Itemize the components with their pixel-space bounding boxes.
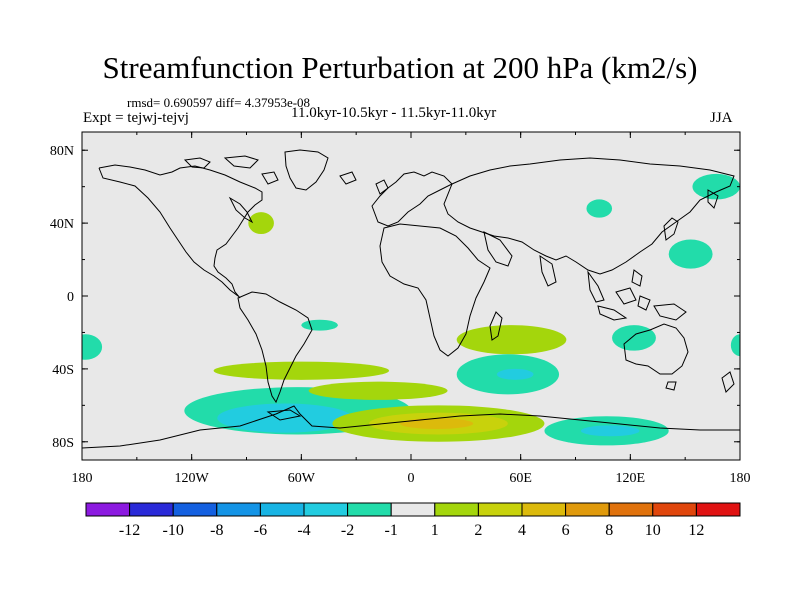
anomaly-region: [586, 199, 613, 218]
colorbar-label: -12: [119, 522, 140, 539]
season-label: JJA: [710, 110, 733, 126]
colorbar-swatch: [434, 502, 479, 517]
lat-tick-label: 0: [67, 290, 74, 305]
colorbar-label: -8: [210, 522, 223, 539]
lon-tick-label: 0: [408, 471, 415, 486]
anomaly-region: [692, 173, 740, 200]
colorbar-label: -2: [341, 522, 354, 539]
stats-line: rmsd= 0.690597 diff= 4.37953e-08: [127, 95, 311, 110]
colorbar-swatch: [521, 502, 567, 517]
colorbar-swatch: [172, 502, 218, 517]
anomaly-region: [730, 334, 740, 357]
colorbar-label: 4: [518, 522, 526, 539]
lon-tick-label: 180: [72, 471, 93, 486]
anomaly-region: [496, 368, 534, 380]
colorbar-swatch: [303, 502, 349, 517]
anomaly-region: [400, 418, 474, 430]
colorbar-label: -10: [163, 522, 184, 539]
colorbar-label: -4: [297, 522, 310, 539]
anomaly-region: [456, 325, 567, 355]
anomaly-region: [612, 325, 656, 351]
anomaly-region: [213, 361, 390, 380]
anomaly-region: [580, 425, 640, 437]
lon-tick-label: 60W: [288, 471, 316, 486]
colorbar-swatch: [390, 502, 436, 517]
colorbar-label: 6: [562, 522, 570, 539]
experiment-line: Expt = tejwj-tejvj: [83, 110, 189, 126]
colorbar-swatch: [565, 502, 610, 517]
lat-tick-label: 80S: [52, 436, 74, 451]
colorbar-swatch: [608, 502, 654, 517]
colorbar-swatch: [259, 502, 305, 517]
anomaly-region: [308, 381, 448, 400]
anomaly-region: [668, 239, 713, 269]
lon-tick-label: 60E: [509, 471, 532, 486]
colorbar-swatch: [129, 502, 174, 517]
colorbar-label: 1: [431, 522, 439, 539]
period-line: 11.0kyr-10.5kyr - 11.5kyr-11.0kyr: [291, 105, 497, 121]
map-title: Streamfunction Perturbation at 200 hPa (…: [102, 50, 698, 85]
colorbar-swatch: [85, 502, 131, 517]
lat-tick-label: 40N: [50, 217, 74, 232]
lon-tick-label: 120W: [175, 471, 210, 486]
colorbar-swatch: [695, 502, 741, 517]
colorbar-label: 12: [688, 522, 704, 539]
colorbar-label: 8: [605, 522, 613, 539]
anomaly-region: [217, 403, 353, 433]
lat-tick-label: 40S: [52, 363, 74, 378]
coastlines: [82, 149, 740, 449]
colorbar-swatch: [477, 502, 523, 517]
colorbar-swatch: [652, 502, 697, 517]
lon-tick-label: 120E: [616, 471, 646, 486]
colorbar-swatch: [216, 502, 261, 517]
anomaly-region: [248, 212, 274, 235]
anomaly-region: [301, 319, 338, 331]
colorbar-label: -6: [254, 522, 267, 539]
colorbar: -12 -10 -8 -6 -4 -2 -1 1 2 4 6 8 10 12: [85, 502, 741, 539]
map-axes: 80N 40N 0 40S 80S 180 120W 60W 0 60E 120E 180: [50, 132, 751, 486]
colorbar-swatch: [347, 502, 392, 517]
colorbar-label: 10: [645, 522, 661, 539]
anomaly-region: [82, 334, 103, 360]
lon-tick-label: 180: [730, 471, 751, 486]
colorbar-label: 2: [474, 522, 482, 539]
colorbar-label: -1: [385, 522, 398, 539]
lat-tick-label: 80N: [50, 144, 74, 159]
